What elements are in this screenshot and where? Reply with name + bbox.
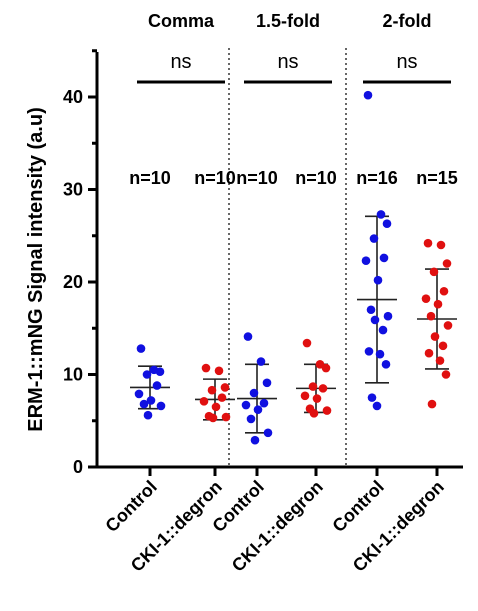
data-point — [139, 399, 149, 409]
data-point — [246, 414, 256, 424]
significance-label: ns — [277, 51, 298, 73]
group-label: Comma — [148, 11, 215, 31]
data-point — [378, 325, 388, 335]
n-count-label: n=10 — [194, 168, 236, 188]
data-point — [318, 384, 328, 393]
y-axis-label: ERM-1::mNG Signal intensity (a.u) — [25, 107, 47, 431]
data-point — [142, 370, 152, 379]
group-label: 2-fold — [383, 11, 432, 31]
data-point — [214, 366, 224, 376]
data-point — [207, 385, 217, 395]
data-point — [221, 412, 231, 422]
data-point — [421, 294, 431, 303]
data-point — [424, 348, 434, 358]
data-point — [443, 321, 453, 330]
data-point — [373, 275, 383, 285]
y-tick-label: 10 — [63, 365, 83, 385]
data-point — [201, 363, 211, 373]
data-point — [217, 393, 227, 402]
data-point — [250, 435, 260, 445]
data-point — [321, 363, 331, 373]
data-point — [136, 344, 146, 353]
data-point — [367, 393, 377, 402]
y-tick-label: 40 — [63, 87, 83, 107]
data-point — [364, 347, 374, 356]
data-point — [263, 428, 273, 438]
data-point — [370, 315, 380, 325]
data-point — [312, 394, 322, 403]
data-point — [211, 402, 221, 412]
data-point — [379, 253, 389, 263]
data-point — [220, 383, 230, 392]
data-point — [361, 256, 371, 266]
y-tick-label: 20 — [63, 272, 83, 292]
category-label: Control — [101, 477, 160, 536]
data-point — [309, 409, 319, 418]
data-point — [372, 401, 382, 411]
n-count-label: n=10 — [129, 168, 171, 188]
y-tick-label: 0 — [73, 457, 83, 477]
data-point — [427, 399, 437, 409]
data-point — [381, 360, 391, 369]
data-point — [253, 405, 263, 414]
data-point — [369, 234, 379, 243]
data-point — [259, 398, 269, 408]
data-point — [363, 90, 373, 100]
data-point — [243, 332, 253, 341]
data-point — [308, 382, 318, 391]
significance-label: ns — [170, 51, 191, 73]
data-point — [376, 210, 386, 219]
data-point — [249, 388, 259, 398]
data-point — [383, 311, 393, 321]
data-point — [435, 356, 445, 365]
data-point — [155, 367, 165, 377]
data-point — [208, 413, 218, 423]
data-point — [442, 259, 452, 268]
data-point — [134, 389, 144, 399]
data-point — [156, 401, 166, 411]
data-point — [302, 338, 312, 348]
n-count-label: n=10 — [236, 168, 278, 188]
data-point — [300, 391, 310, 401]
data-point — [436, 240, 446, 250]
n-count-label: n=16 — [356, 168, 398, 188]
data-point — [241, 400, 251, 410]
data-point — [423, 238, 433, 248]
data-point — [256, 357, 266, 366]
data-point — [152, 381, 162, 390]
y-tick-label: 30 — [63, 180, 83, 200]
data-point — [375, 349, 385, 359]
data-point — [382, 219, 392, 229]
data-point — [426, 311, 436, 321]
data-point — [438, 341, 448, 351]
category-label: Control — [328, 477, 387, 536]
data-point — [441, 370, 451, 379]
data-point — [146, 396, 156, 405]
significance-label: ns — [396, 51, 417, 73]
data-point — [433, 299, 443, 309]
group-label: 1.5-fold — [256, 11, 320, 31]
data-point — [429, 267, 439, 277]
data-point — [430, 332, 440, 341]
n-count-label: n=15 — [416, 168, 458, 188]
data-point — [199, 397, 209, 406]
n-count-label: n=10 — [295, 168, 337, 188]
data-point — [322, 406, 332, 415]
data-point — [366, 305, 376, 315]
data-point — [262, 378, 272, 388]
data-point — [143, 410, 153, 420]
data-point — [439, 286, 449, 296]
